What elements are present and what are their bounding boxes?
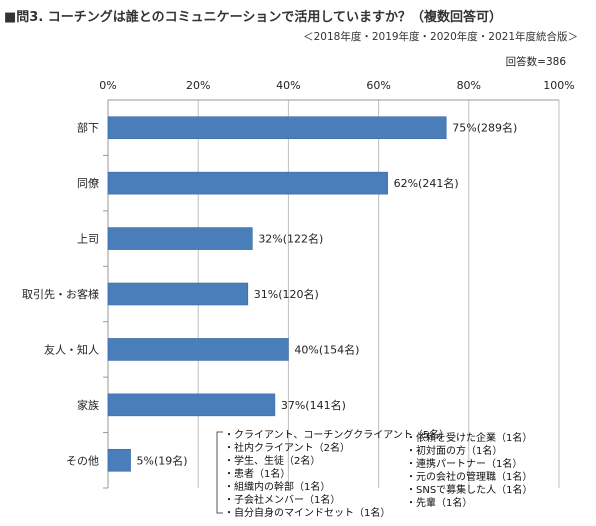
category-label: 家族 <box>77 398 99 412</box>
note-item: ・依頼を受けた企業（1名） <box>406 433 533 444</box>
data-label: 75%(289名) <box>452 121 517 135</box>
category-label: その他 <box>66 454 99 467</box>
data-label: 5%(19名) <box>137 453 188 467</box>
bar <box>107 448 131 472</box>
note-item: ・先輩（1名） <box>406 498 473 509</box>
bar <box>107 338 289 361</box>
note-item: ・子会社メンバー（1名） <box>224 495 341 506</box>
note-item: ・連携パートナー（1名） <box>406 459 523 470</box>
x-tick-label: 80% <box>457 79 481 92</box>
bar <box>107 116 447 140</box>
category-label: 部下 <box>77 121 99 135</box>
category-label: 同僚 <box>77 177 99 190</box>
bar <box>107 393 276 417</box>
x-tick-label: 0% <box>99 79 116 92</box>
note-item: ・組織内の幹部（1名） <box>224 482 331 493</box>
bar <box>107 171 388 195</box>
data-label: 40%(154名) <box>294 342 359 356</box>
other-notes-right: ・依頼を受けた企業（1名） ・初対面の方（1名） ・連携パートナー（1名） ・元… <box>406 432 533 510</box>
note-item: ・初対面の方（1名） <box>406 446 503 457</box>
data-label: 37%(141名) <box>281 398 346 412</box>
respondent-count: 回答数=386 <box>505 56 566 68</box>
data-label: 62%(241名) <box>394 176 459 190</box>
chart-subtitle: ＜2018年度・2019年度・2020年度・2021年度統合版＞ <box>303 31 578 43</box>
data-label: 32%(122名) <box>258 232 323 246</box>
category-label: 取引先・お客様 <box>22 287 99 301</box>
x-tick-label: 20% <box>186 79 210 92</box>
note-item: ・患者（1名） <box>224 469 291 480</box>
notes-bracket <box>216 431 223 514</box>
note-item: ・SNSで募集した人（1名） <box>406 485 533 496</box>
category-label: 上司 <box>77 233 99 246</box>
data-label: 31%(120名) <box>254 287 319 301</box>
x-tick-label: 100% <box>543 79 574 92</box>
note-item: ・自分自身のマインドセット（1名） <box>224 508 391 519</box>
other-notes-left: ・クライアント、コーチングクライアント（5名） ・社内クライアント（2名） ・学… <box>224 429 449 520</box>
x-tick-label: 60% <box>366 79 390 92</box>
x-tick-label: 40% <box>276 79 300 92</box>
category-label: 友人・知人 <box>44 342 99 356</box>
bar <box>107 282 249 306</box>
note-item: ・学生、生徒（2名） <box>224 456 321 467</box>
note-item: ・クライアント、コーチングクライアント（5名） <box>224 430 450 441</box>
note-item: ・元の会社の管理職（1名） <box>406 472 533 483</box>
chart-title: ■問3. コーチングは誰とのコミュニケーションで活用していますか？（複数回答可） <box>4 10 503 25</box>
bar <box>107 227 253 250</box>
note-item: ・社内クライアント（2名） <box>224 443 350 454</box>
